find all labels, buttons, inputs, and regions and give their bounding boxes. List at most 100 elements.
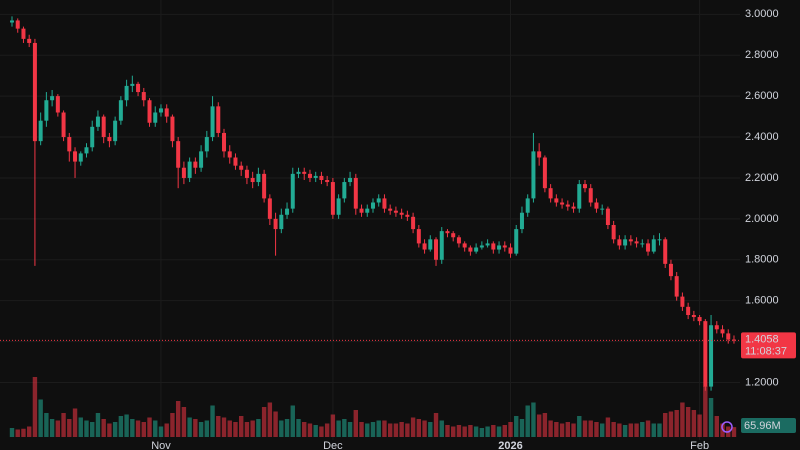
volume-bar: [582, 420, 588, 437]
candle-body: [525, 198, 530, 213]
candle-body: [273, 218, 278, 230]
candle-body: [244, 169, 249, 178]
volume-bar: [628, 423, 634, 437]
candle-body: [118, 100, 123, 121]
volume-bar: [267, 402, 273, 437]
volume-bar: [496, 426, 502, 437]
volume-bar: [433, 413, 439, 437]
volume-bar: [428, 422, 433, 437]
candle-body: [376, 198, 381, 203]
volume-bar: [445, 425, 450, 437]
last-price-label: 1.4058: [745, 333, 779, 345]
volume-bar: [565, 422, 571, 437]
candle-body: [577, 184, 582, 209]
volume-bar: [38, 399, 43, 437]
candle-body: [537, 151, 542, 158]
candle-body: [279, 214, 284, 230]
volume-bar: [439, 420, 444, 437]
candle-body: [560, 202, 565, 205]
volume-bar: [559, 423, 565, 437]
candle-body: [542, 157, 547, 189]
candle-body: [107, 137, 112, 142]
candle-body: [302, 171, 307, 174]
candle-body: [554, 198, 559, 203]
volume-bar: [605, 417, 611, 437]
volume-bar: [307, 423, 313, 437]
candle-body: [21, 28, 26, 39]
candle-body: [462, 243, 467, 248]
candle-body: [210, 106, 215, 138]
volume-bar: [422, 420, 427, 437]
volume-bar: [279, 420, 284, 437]
volume-bar: [370, 422, 376, 437]
candle-body: [709, 325, 714, 387]
candle-body: [439, 231, 444, 260]
volume-bar: [502, 425, 507, 437]
candle-body: [474, 247, 479, 252]
candle-body: [445, 231, 450, 234]
last-price-box: [741, 332, 796, 359]
volume-bar: [473, 426, 479, 437]
candle-body: [325, 180, 330, 183]
volume-bar: [668, 411, 674, 437]
candle-body: [61, 112, 66, 138]
volume-bar: [599, 423, 605, 437]
candle-body: [703, 321, 708, 387]
candle-body: [514, 229, 519, 254]
candle-body: [388, 208, 393, 211]
candle-body: [485, 243, 490, 246]
volume-bar: [691, 410, 697, 437]
volume-bar: [519, 419, 525, 437]
candle-body: [353, 177, 358, 209]
candle-body: [451, 233, 456, 238]
volume-bar: [359, 422, 364, 437]
volume-bar: [399, 422, 404, 437]
candle-body: [147, 100, 152, 123]
volume-bar: [685, 407, 691, 437]
candle-body: [594, 202, 599, 209]
candle-body: [468, 247, 473, 252]
volume-bar: [697, 414, 702, 437]
candle-body: [365, 208, 370, 213]
candle-body: [519, 212, 524, 230]
volume-bar: [387, 423, 393, 437]
volume-bar: [239, 416, 244, 437]
x-tick-label: 2026: [498, 440, 522, 450]
volume-bar: [302, 422, 307, 437]
candle-body: [204, 137, 209, 152]
candle-body: [548, 188, 553, 199]
candle-body: [15, 20, 20, 29]
volume-bar: [514, 416, 519, 437]
volume-bar: [663, 413, 668, 437]
volume-bar: [657, 423, 662, 437]
candle-body: [330, 182, 335, 215]
volume-bar: [227, 420, 232, 437]
y-tick-label: 3.0000: [745, 8, 779, 20]
candle-body: [605, 208, 610, 225]
volume-bar: [130, 419, 135, 437]
volume-bar: [703, 386, 708, 437]
volume-bar: [451, 426, 456, 437]
candle-body: [393, 210, 398, 213]
volume-bar: [622, 425, 628, 437]
volume-bar: [330, 414, 336, 437]
candle-body: [416, 229, 421, 244]
y-tick-label: 1.2000: [745, 376, 779, 388]
volume-bar: [313, 425, 318, 437]
candle-body: [307, 173, 312, 178]
volume-bar: [101, 419, 106, 437]
candle-body: [27, 38, 32, 43]
candle-body: [531, 151, 536, 199]
volume-bar: [376, 420, 381, 437]
volume-bar: [319, 426, 324, 437]
volume-bar: [365, 423, 370, 437]
volume-bar: [250, 420, 255, 437]
volume-bar: [273, 411, 278, 437]
candle-body: [67, 137, 72, 152]
y-tick-label: 2.2000: [745, 172, 779, 184]
volume-bar: [525, 405, 530, 437]
candle-body: [623, 239, 628, 246]
candle-body: [10, 20, 14, 23]
volume-bar: [347, 422, 353, 437]
